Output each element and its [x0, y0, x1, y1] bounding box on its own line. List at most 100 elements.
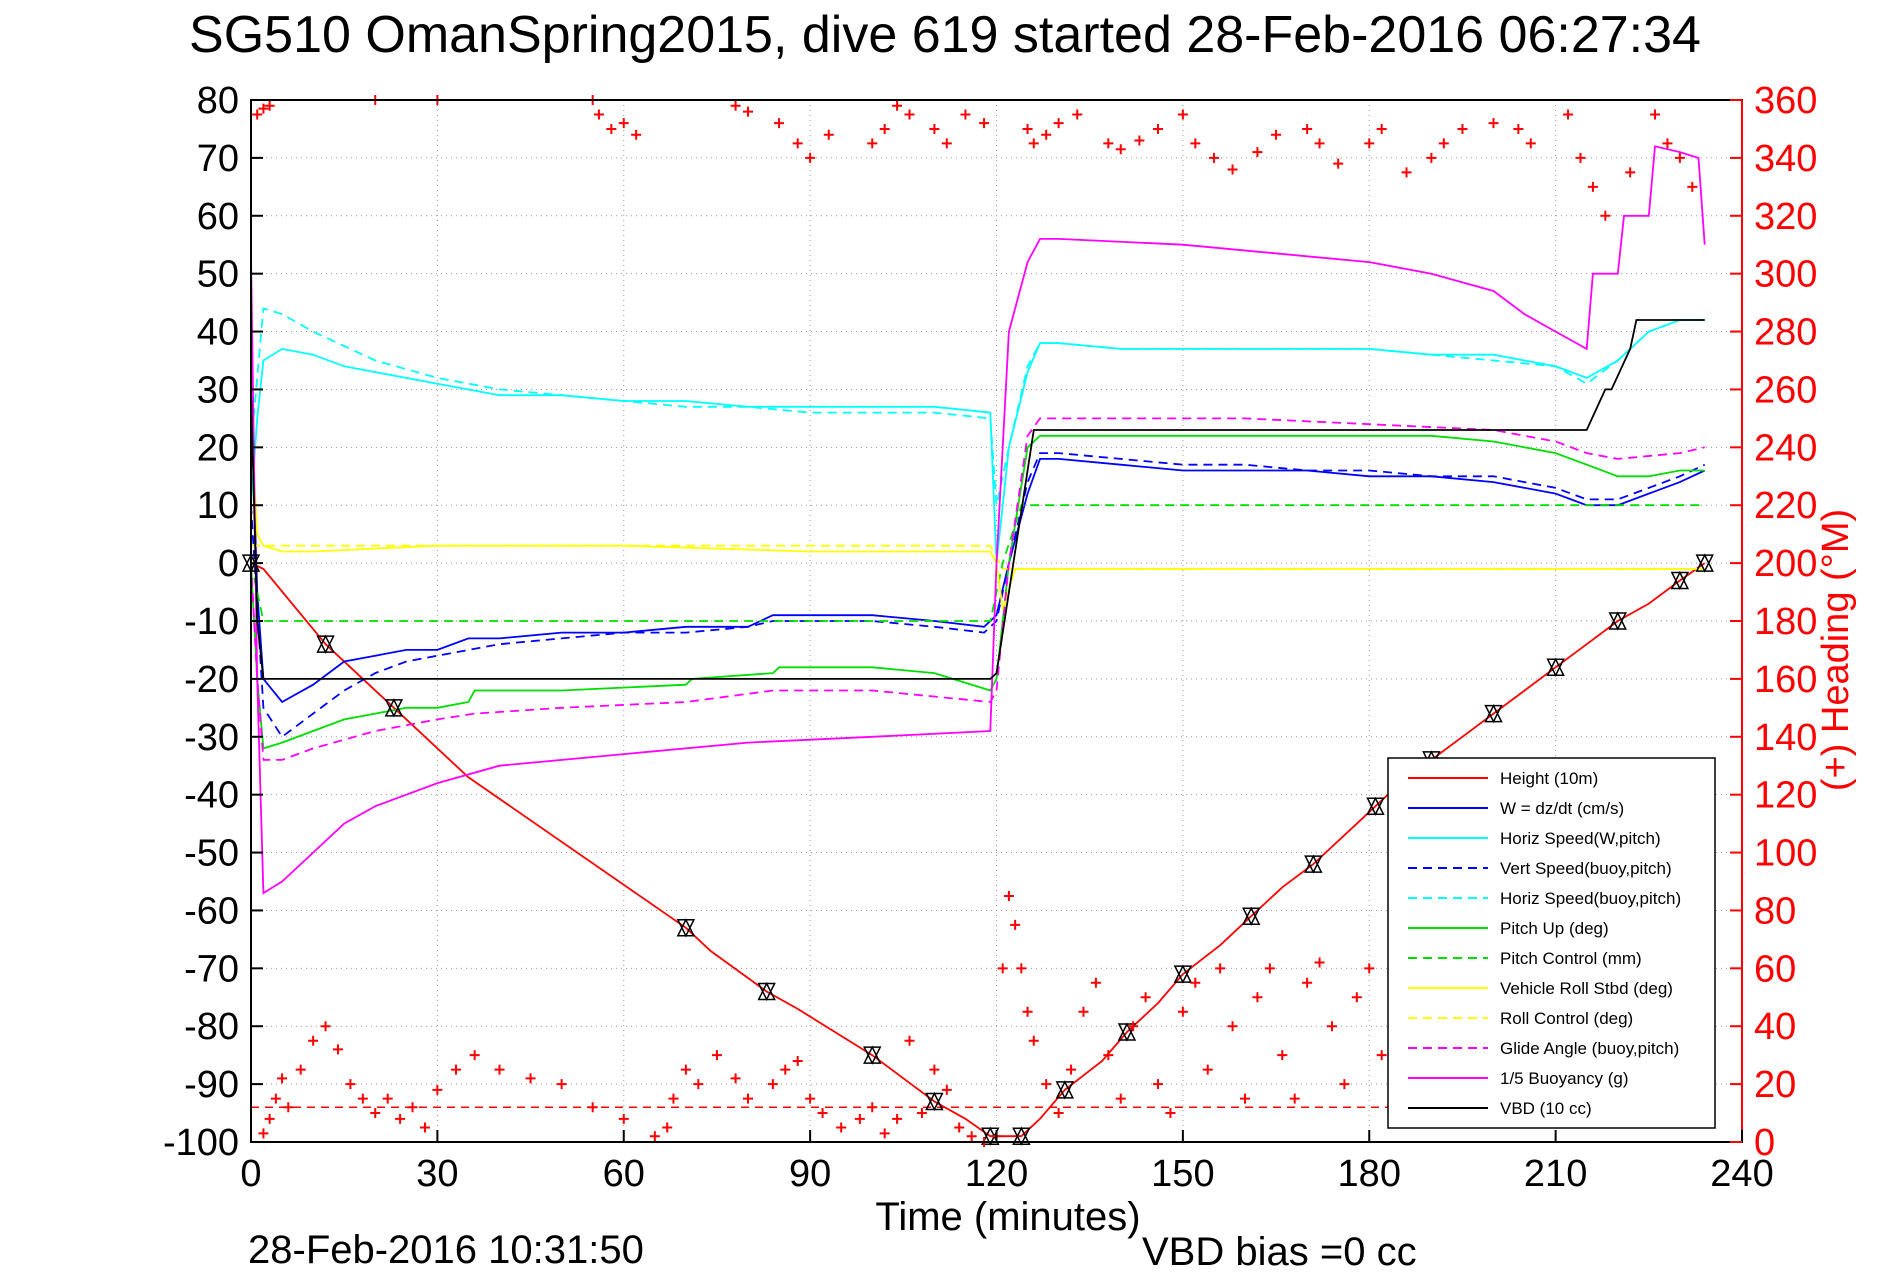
- heading-marker: [805, 152, 816, 163]
- height-marker: [1055, 1080, 1075, 1100]
- heading-marker: [277, 1073, 288, 1084]
- heading-marker: [774, 118, 785, 129]
- heading-marker: [1028, 1035, 1039, 1046]
- vbd-bias-label: VBD bias =0 cc: [1142, 1230, 1417, 1274]
- heading-marker: [941, 138, 952, 149]
- heading-marker: [1134, 135, 1145, 146]
- heading-marker: [1103, 1050, 1114, 1061]
- y2-tick-labels: 3603403203002802602402202001801601401201…: [1754, 80, 1817, 1164]
- series-line: [250, 307, 1705, 506]
- heading-marker: [1326, 1021, 1337, 1032]
- heading-marker: [345, 1079, 356, 1090]
- x-tick-label: 240: [1710, 1153, 1773, 1195]
- heading-marker: [792, 138, 803, 149]
- heading-marker: [407, 1102, 418, 1113]
- series-line: [250, 504, 1705, 622]
- heading-marker: [892, 100, 903, 111]
- heading-marker: [1202, 1064, 1213, 1075]
- heading-marker: [730, 1073, 741, 1084]
- legend-entry: Pitch Control (mm): [1500, 949, 1642, 968]
- heading-marker: [1401, 167, 1412, 178]
- heading-marker: [494, 1064, 505, 1075]
- heading-marker: [1333, 158, 1344, 169]
- heading-marker: [817, 1108, 828, 1119]
- heading-marker: [929, 1064, 940, 1075]
- y-tick-label: 40: [197, 312, 239, 354]
- heading-marker: [606, 123, 617, 134]
- heading-marker: [1208, 152, 1219, 163]
- series-line: [250, 319, 1705, 680]
- heading-marker: [618, 1113, 629, 1124]
- heading-marker: [370, 1108, 381, 1119]
- chart-title: SG510 OmanSpring2015, dive 619 started 2…: [189, 6, 1701, 64]
- heading-marker: [867, 1102, 878, 1113]
- y-tick-label: -50: [184, 833, 239, 875]
- height-marker: [1608, 611, 1627, 631]
- heading-marker: [1115, 1093, 1126, 1104]
- y-tick-label: -20: [184, 659, 239, 701]
- y2-tick-label: 280: [1754, 312, 1817, 354]
- heading-marker: [395, 1113, 406, 1124]
- heading-marker: [979, 118, 990, 129]
- heading-marker: [451, 1064, 462, 1075]
- heading-marker: [1277, 1050, 1288, 1061]
- heading-marker: [662, 1122, 673, 1133]
- heading-marker: [1252, 147, 1263, 158]
- y-tick-label: 50: [197, 254, 239, 296]
- heading-marker: [792, 1055, 803, 1066]
- heading-marker: [1240, 1093, 1250, 1104]
- heading-marker: [1153, 123, 1164, 134]
- y-tick-label: -100: [163, 1122, 239, 1164]
- heading-marker: [879, 1128, 890, 1139]
- heading-marker: [357, 1093, 368, 1104]
- heading-marker: [730, 100, 741, 111]
- legend: Height (10m) W = dz/dt (cm/s) Horiz Speed(…: [1387, 757, 1716, 1129]
- height-marker: [1366, 796, 1385, 816]
- heading-marker: [1028, 138, 1039, 149]
- run-timestamp: 28-Feb-2016 10:31:50: [248, 1228, 644, 1272]
- heading-marker: [1053, 1108, 1064, 1119]
- heading-marker: [743, 1093, 753, 1104]
- series-line: [250, 434, 1705, 750]
- y2-tick-label: 40: [1754, 1006, 1796, 1048]
- y-tick-label: 10: [197, 485, 239, 527]
- y2-tick-label: 200: [1754, 543, 1817, 585]
- heading-marker: [836, 1122, 847, 1133]
- heading-marker: [767, 1079, 778, 1090]
- x-axis-label: Time (minutes): [875, 1195, 1140, 1239]
- legend-entry: 1/5 Buoyancy (g): [1500, 1069, 1629, 1088]
- heading-marker: [1041, 1079, 1052, 1090]
- height-marker: [1670, 570, 1690, 591]
- series-line: [250, 562, 1706, 1138]
- heading-marker: [1066, 1064, 1077, 1075]
- heading-marker: [1488, 118, 1499, 129]
- y-tick-label: -90: [184, 1064, 239, 1106]
- heading-marker: [1376, 1050, 1387, 1061]
- heading-marker: [1252, 992, 1263, 1003]
- y2-tick-label: 100: [1754, 833, 1817, 875]
- y-tick-label: 80: [197, 80, 239, 122]
- heading-marker: [1575, 152, 1586, 163]
- y-tick-label: 70: [197, 138, 239, 180]
- heading-marker: [867, 138, 878, 149]
- height-marker: [1241, 906, 1261, 926]
- x-tick-label: 30: [416, 1153, 458, 1195]
- heading-marker: [631, 129, 642, 140]
- heading-marker: [1072, 109, 1083, 120]
- heading-marker: [966, 1131, 977, 1142]
- y2-tick-label: 160: [1754, 659, 1817, 701]
- heading-marker: [904, 1035, 915, 1046]
- heading-marker: [960, 109, 971, 120]
- heading-marker: [1364, 138, 1375, 149]
- heading-marker: [1650, 109, 1661, 120]
- y-tick-label: -60: [184, 890, 239, 932]
- heading-marker: [1215, 963, 1226, 974]
- heading-marker: [954, 1122, 965, 1133]
- legend-entry: Glide Angle (buoy,pitch): [1500, 1039, 1679, 1058]
- heading-marker: [1010, 919, 1021, 930]
- y2-tick-label: 80: [1754, 890, 1796, 932]
- heading-marker: [469, 1050, 480, 1061]
- heading-marker: [1271, 129, 1282, 140]
- heading-marker: [1053, 118, 1064, 129]
